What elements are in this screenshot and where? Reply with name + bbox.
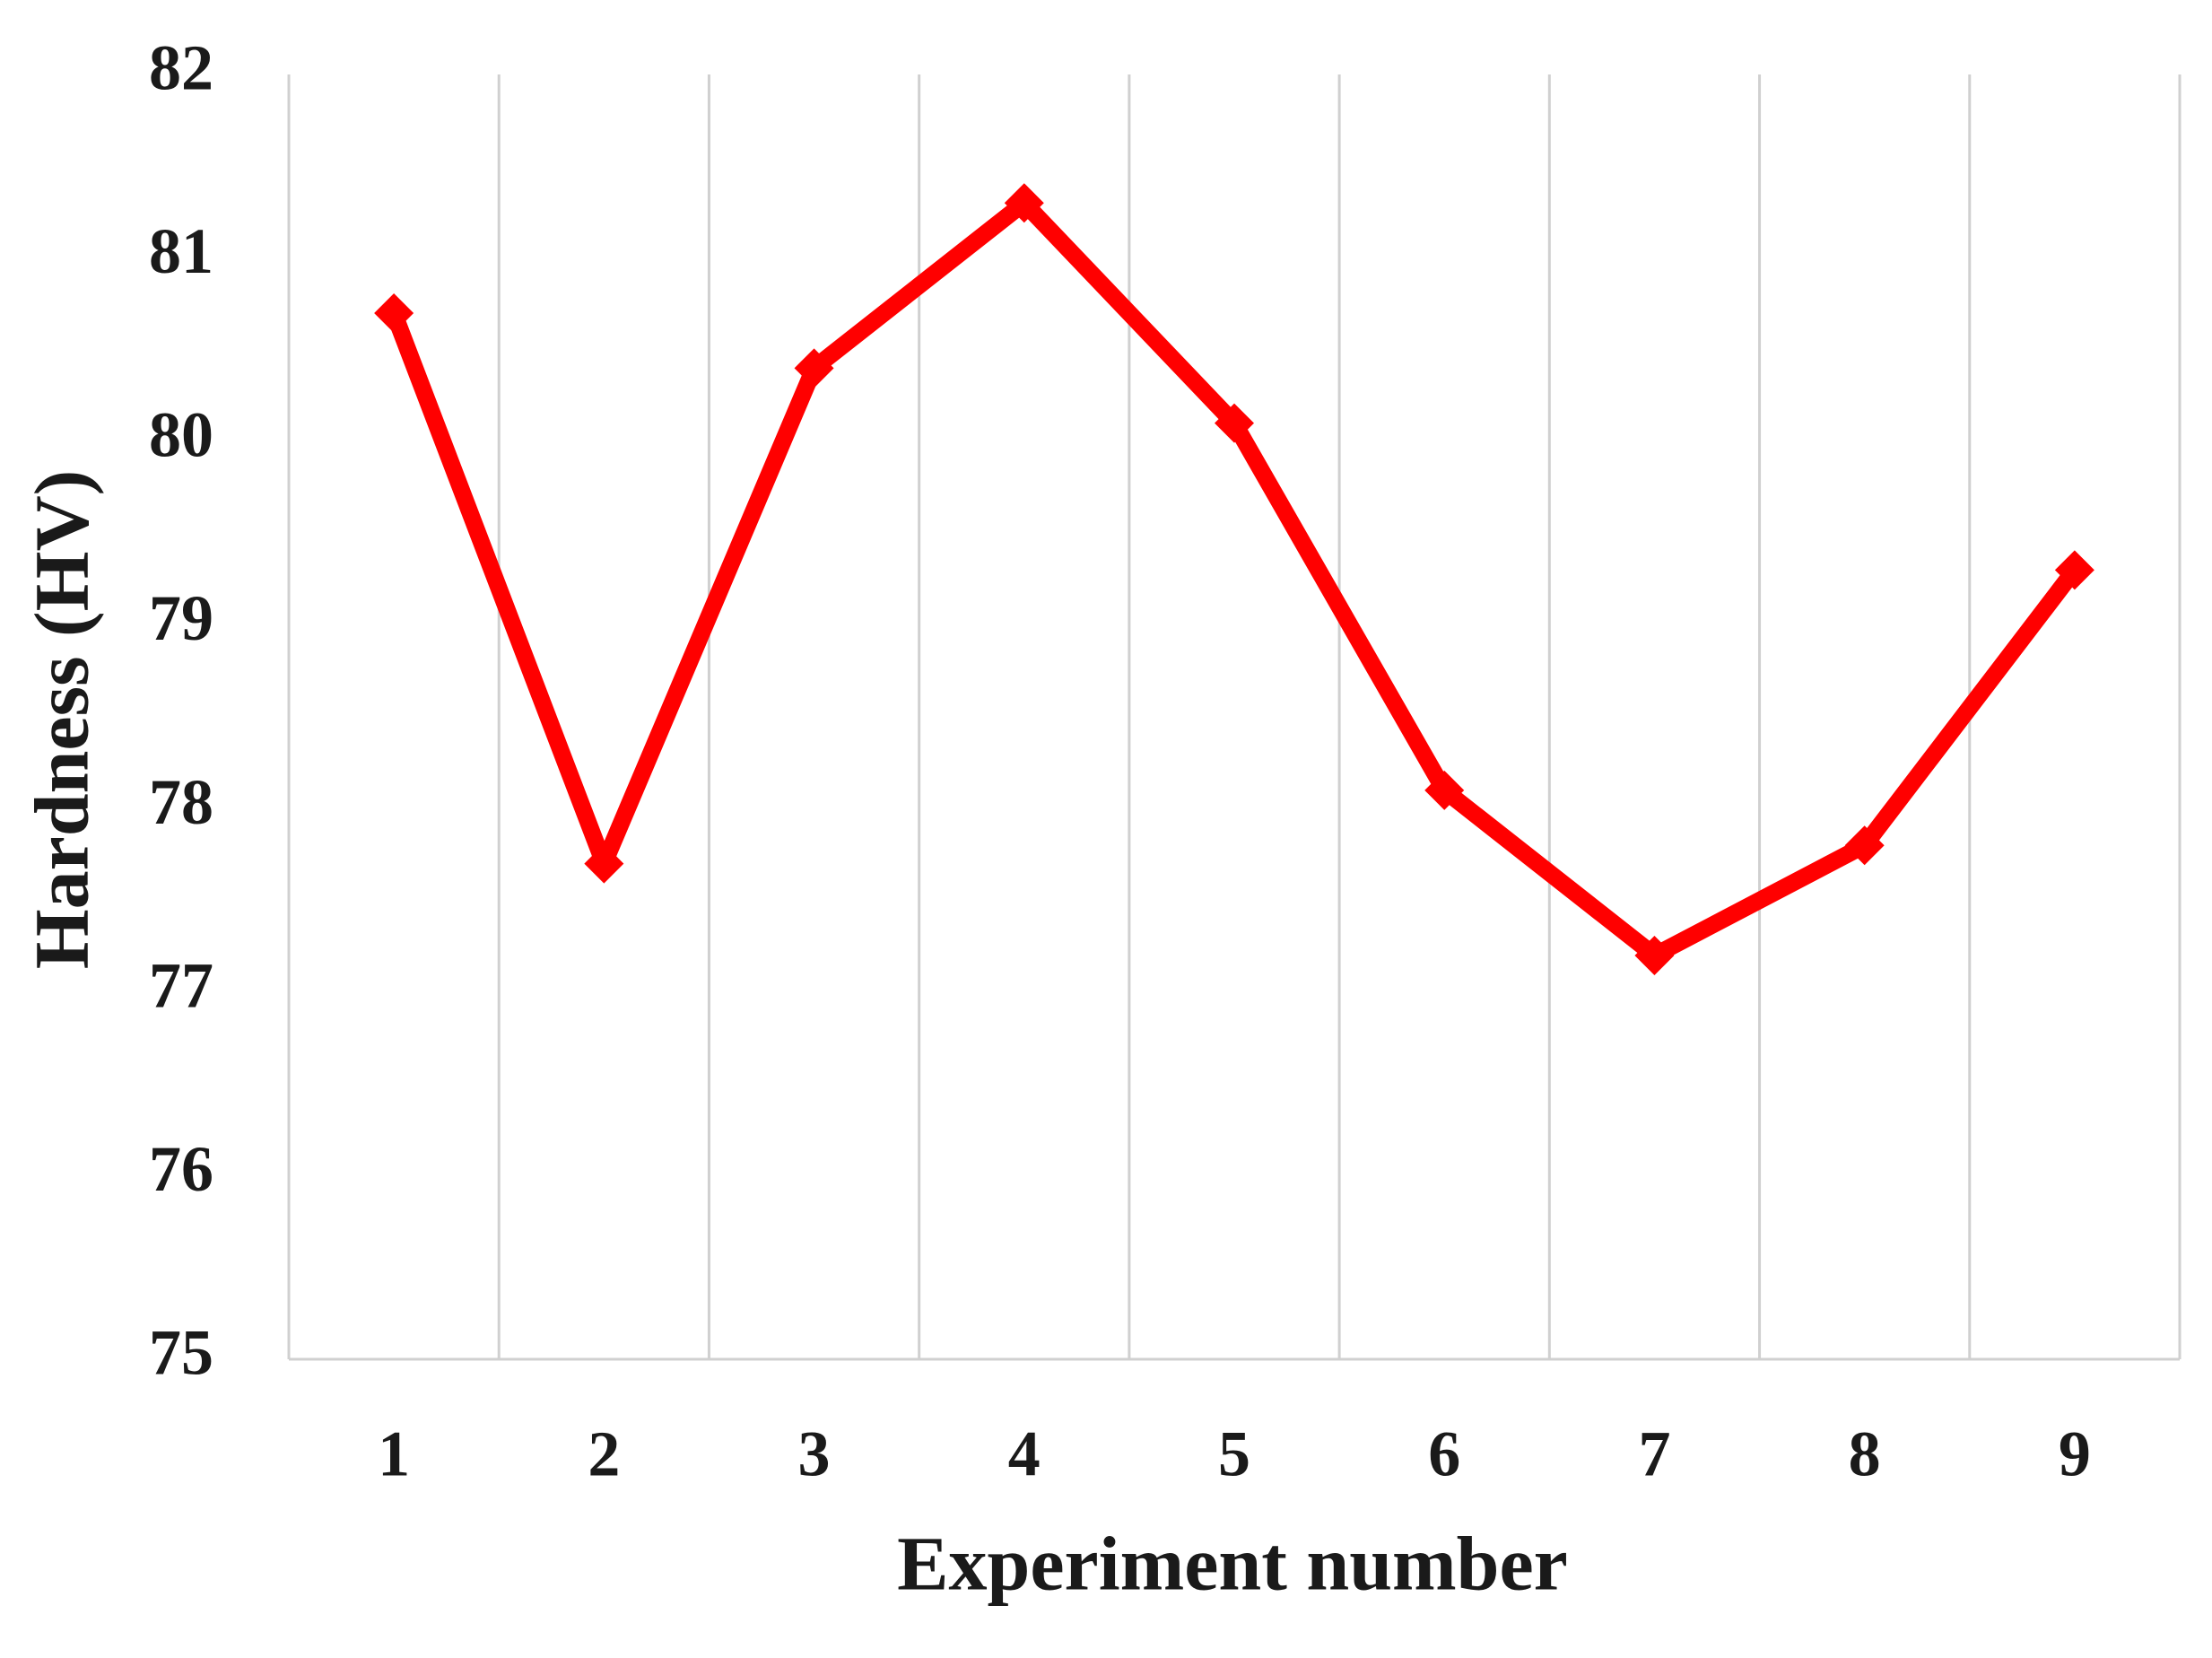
y-tick-label: 79 (149, 582, 213, 654)
data-marker (1215, 403, 1254, 443)
y-tick-label: 75 (149, 1317, 213, 1389)
data-marker (1634, 935, 1675, 975)
data-marker (374, 292, 414, 333)
data-marker (2054, 550, 2094, 590)
y-tick-label: 77 (149, 949, 213, 1021)
data-line (386, 194, 2082, 964)
data-marker (584, 843, 624, 884)
x-tick-label: 1 (378, 1418, 410, 1490)
x-tick-label: 7 (1638, 1418, 1670, 1490)
x-axis-title: Experiment number (897, 1521, 1568, 1607)
data-marker (1004, 183, 1044, 223)
x-tick-label: 9 (2059, 1418, 2091, 1490)
y-tick-label: 78 (149, 766, 213, 838)
x-tick-label: 8 (1849, 1418, 1881, 1490)
y-tick-label: 81 (149, 215, 213, 287)
y-axis-title: Hardness (HV) (19, 470, 105, 970)
data-marker (1424, 770, 1465, 810)
y-tick-label: 82 (149, 32, 213, 104)
y-tick-label: 80 (149, 399, 213, 471)
y-tick-label: 76 (149, 1133, 213, 1205)
data-marker (1844, 825, 1885, 866)
x-tick-label: 2 (588, 1418, 620, 1490)
data-marker (794, 348, 834, 388)
x-tick-label: 4 (1008, 1418, 1041, 1490)
x-tick-label: 5 (1218, 1418, 1250, 1490)
x-tick-label: 6 (1428, 1418, 1460, 1490)
x-tick-label: 3 (798, 1418, 831, 1490)
